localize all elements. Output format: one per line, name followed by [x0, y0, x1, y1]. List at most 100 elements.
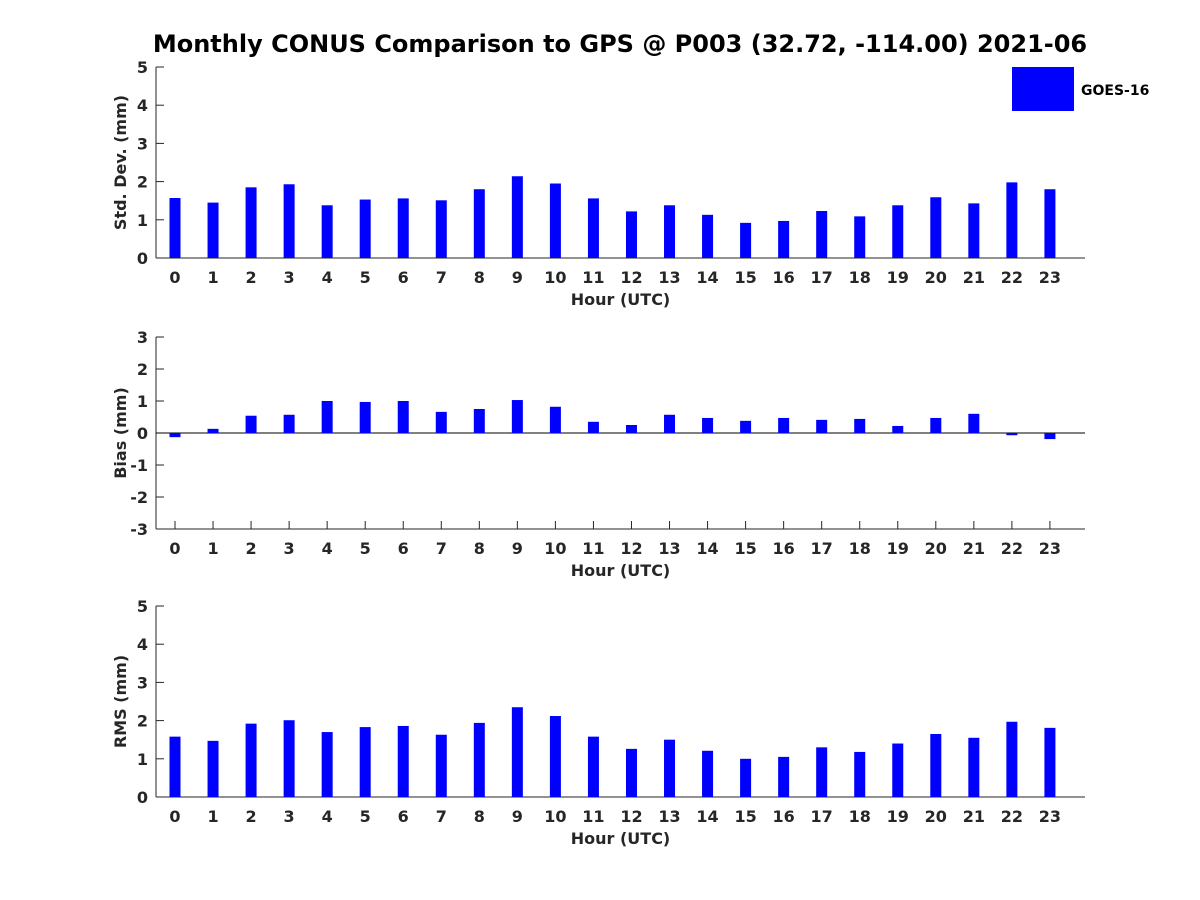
- bar: [968, 737, 980, 797]
- bar: [892, 743, 904, 797]
- y-tick-label: 3: [137, 134, 148, 153]
- y-tick-label: 2: [137, 173, 148, 192]
- bar: [816, 747, 828, 797]
- bar: [359, 401, 371, 433]
- x-tick-label: 11: [582, 539, 604, 558]
- x-tick-label: 14: [696, 268, 718, 287]
- bar: [207, 202, 219, 258]
- bar: [816, 211, 828, 258]
- x-tick-label: 20: [925, 539, 947, 558]
- x-tick-label: 13: [658, 807, 680, 826]
- y-tick-label: 4: [137, 96, 148, 115]
- x-axis-label: Hour (UTC): [571, 290, 671, 309]
- bar: [664, 739, 676, 797]
- x-tick-label: 8: [474, 268, 485, 287]
- bar: [1044, 189, 1056, 258]
- bar: [778, 417, 790, 433]
- x-tick-label: 16: [773, 539, 795, 558]
- bar: [816, 419, 828, 433]
- bar: [664, 414, 676, 433]
- y-tick-label: 2: [137, 712, 148, 731]
- bar: [473, 189, 485, 258]
- bar: [359, 199, 371, 258]
- y-axis-label: Bias (mm): [111, 387, 130, 479]
- bar: [740, 758, 752, 797]
- bar: [778, 220, 790, 258]
- bar: [702, 214, 714, 258]
- x-tick-label: 20: [925, 268, 947, 287]
- bar: [778, 756, 790, 797]
- x-tick-label: 2: [246, 807, 257, 826]
- y-tick-label: 3: [137, 328, 148, 347]
- x-tick-label: 9: [512, 268, 523, 287]
- bar: [968, 203, 980, 258]
- bar: [283, 720, 295, 797]
- y-axis-label: Std. Dev. (mm): [111, 95, 130, 230]
- bar: [625, 748, 637, 797]
- bar: [854, 216, 866, 258]
- x-tick-label: 23: [1039, 807, 1061, 826]
- x-tick-label: 9: [512, 807, 523, 826]
- x-tick-label: 21: [963, 268, 985, 287]
- x-tick-label: 19: [887, 539, 909, 558]
- bar: [207, 428, 219, 433]
- bar: [1044, 433, 1056, 440]
- x-tick-label: 23: [1039, 268, 1061, 287]
- y-tick-label: 2: [137, 360, 148, 379]
- legend-swatch: [1012, 67, 1074, 111]
- x-axis-label: Hour (UTC): [571, 829, 671, 848]
- x-axis-label: Hour (UTC): [571, 561, 671, 580]
- legend-label: GOES-16: [1081, 83, 1149, 99]
- x-tick-label: 5: [360, 807, 371, 826]
- bar: [930, 417, 942, 433]
- bar: [435, 734, 447, 797]
- bar: [549, 183, 561, 258]
- x-tick-label: 2: [246, 268, 257, 287]
- x-tick-label: 13: [658, 539, 680, 558]
- bar: [702, 417, 714, 433]
- chart-title: Monthly CONUS Comparison to GPS @ P003 (…: [152, 30, 1088, 58]
- bar: [587, 736, 599, 797]
- bar: [587, 198, 599, 258]
- x-tick-label: 22: [1001, 807, 1023, 826]
- bar: [359, 727, 371, 797]
- x-tick-label: 19: [887, 268, 909, 287]
- bar: [549, 406, 561, 433]
- y-tick-label: -1: [130, 456, 148, 475]
- y-tick-label: -2: [130, 488, 148, 507]
- y-tick-label: 4: [137, 635, 148, 654]
- x-tick-label: 22: [1001, 268, 1023, 287]
- bar: [169, 736, 181, 797]
- bar: [473, 722, 485, 797]
- x-tick-label: 2: [246, 539, 257, 558]
- x-tick-label: 21: [963, 807, 985, 826]
- x-tick-label: 8: [474, 807, 485, 826]
- bar: [549, 716, 561, 797]
- x-tick-label: 10: [544, 268, 566, 287]
- x-tick-label: 11: [582, 807, 604, 826]
- x-tick-label: 13: [658, 268, 680, 287]
- x-tick-label: 6: [398, 539, 409, 558]
- x-tick-label: 6: [398, 268, 409, 287]
- y-tick-label: 5: [137, 58, 148, 77]
- x-tick-label: 22: [1001, 539, 1023, 558]
- x-tick-label: 12: [620, 807, 642, 826]
- bar: [625, 211, 637, 258]
- bar: [245, 723, 257, 797]
- bar: [283, 184, 295, 258]
- x-tick-label: 21: [963, 539, 985, 558]
- x-tick-label: 14: [696, 807, 718, 826]
- bar: [511, 707, 523, 797]
- x-tick-label: 1: [207, 539, 218, 558]
- x-tick-label: 14: [696, 539, 718, 558]
- x-tick-label: 10: [544, 807, 566, 826]
- x-tick-label: 12: [620, 268, 642, 287]
- bar: [473, 409, 485, 433]
- x-tick-label: 3: [284, 268, 295, 287]
- x-tick-label: 20: [925, 807, 947, 826]
- bar: [321, 205, 333, 258]
- bar: [1044, 727, 1056, 797]
- x-tick-label: 7: [436, 807, 447, 826]
- y-tick-label: 1: [137, 392, 148, 411]
- y-tick-label: 0: [137, 788, 148, 807]
